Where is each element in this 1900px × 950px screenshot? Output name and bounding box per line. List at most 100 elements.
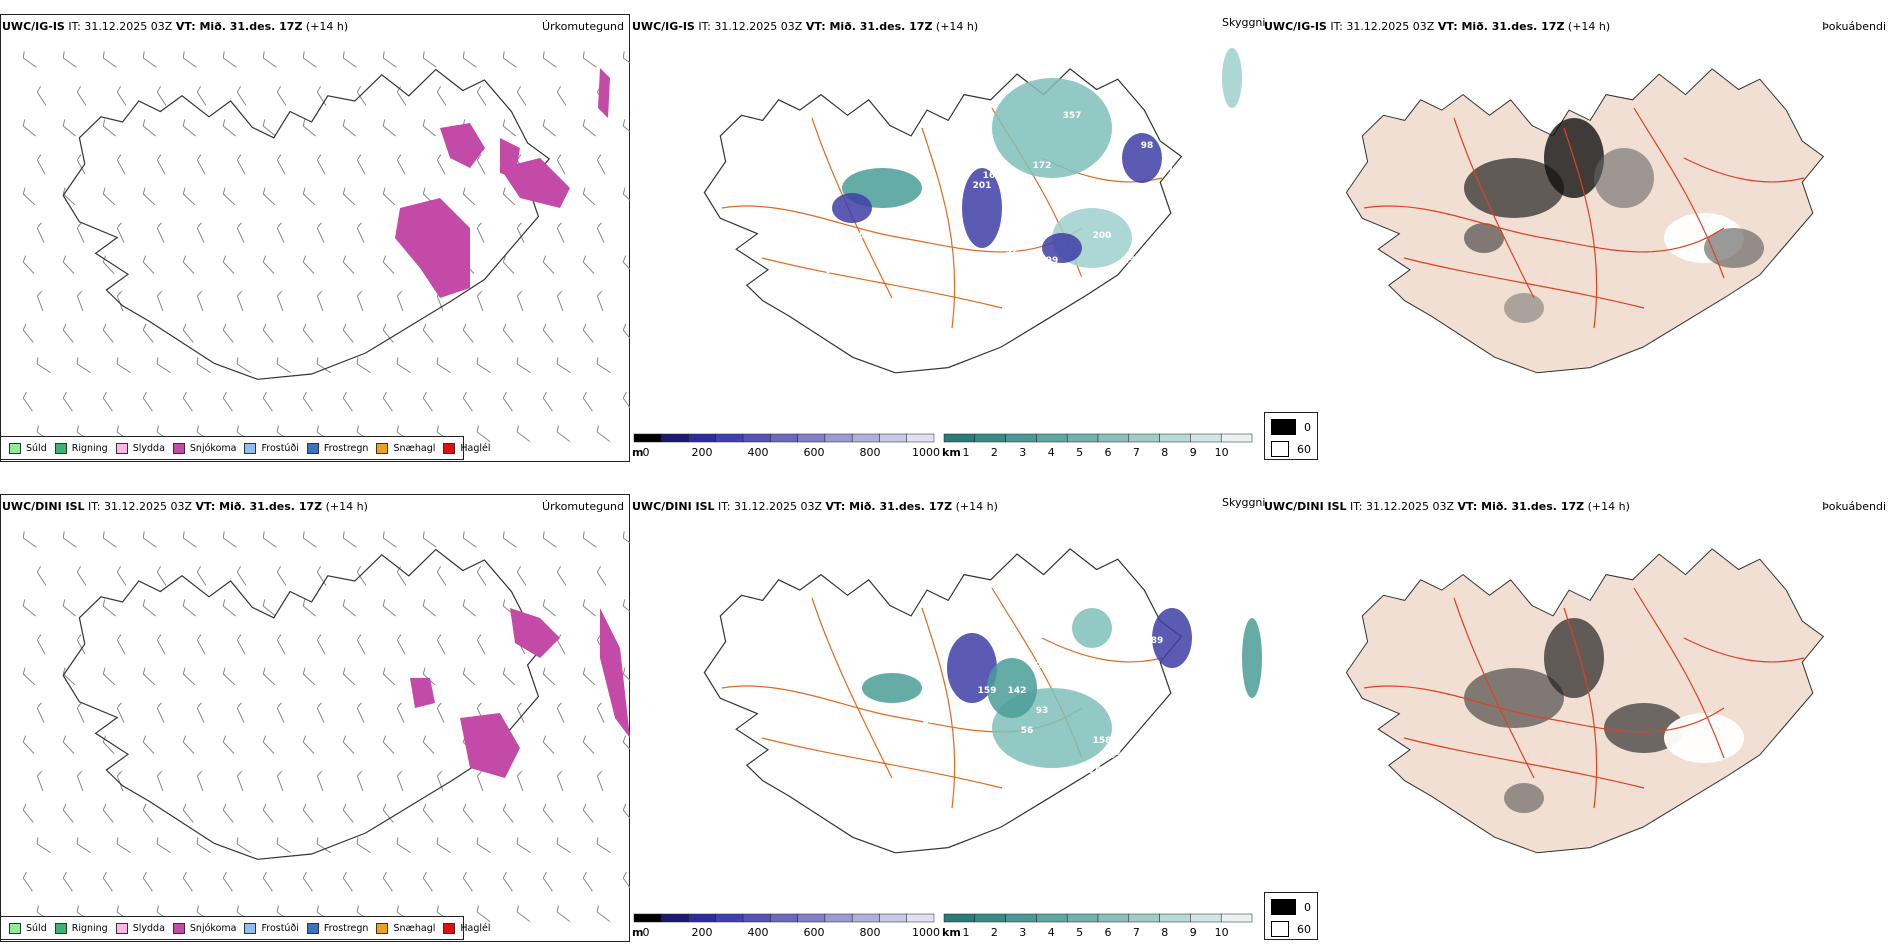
wind-barb-icon: [22, 871, 33, 892]
wind-barb-icon: [436, 565, 447, 586]
wind-barb-icon: [142, 323, 154, 343]
scale-swatch: [1036, 913, 1068, 923]
legend-item: Súld: [9, 922, 47, 934]
cloud-base-label: 92: [826, 266, 839, 276]
wind-barb-icon: [436, 357, 451, 374]
wind-barb-icon: [102, 323, 114, 343]
land-fill: [1345, 548, 1825, 854]
wind-barb-icon: [62, 51, 77, 68]
legend-item: Snjókoma: [172, 442, 236, 454]
wind-barb-icon: [222, 187, 236, 206]
wind-barb-icon: [342, 531, 357, 548]
snow-area: [460, 713, 520, 778]
wind-barb-icon: [342, 255, 355, 275]
panel-title: UWC/DINI ISL IT: 31.12.2025 03Z VT: Mið.…: [1264, 500, 1630, 513]
scale-swatch: [974, 433, 1006, 443]
scale-swatch: [906, 433, 935, 443]
legend-swatch: [443, 922, 456, 934]
wind-barb-icon: [76, 85, 87, 106]
legend-swatch: [54, 922, 67, 934]
wind-barb-icon: [342, 599, 356, 617]
wind-barb-icon: [302, 599, 316, 617]
legend-label: Slydda: [132, 922, 165, 934]
scale-swatch: [1159, 913, 1191, 923]
scale-swatch: [1128, 433, 1160, 443]
wind-barb-icon: [156, 770, 164, 792]
scale-tick-label: 200: [692, 446, 713, 459]
cloud-areas: [832, 48, 1242, 268]
wind-barb-icon: [582, 803, 594, 823]
wind-barb-icon: [396, 837, 411, 854]
legend-label: Frostúði: [261, 922, 299, 934]
wind-barb-icon: [76, 154, 86, 175]
legend-label: Snæhagl: [393, 922, 436, 934]
wind-barb-icon: [196, 702, 205, 723]
wind-barb-icon: [342, 187, 356, 206]
scale-tick-label: 3: [1019, 446, 1026, 459]
wind-barb-icon: [596, 357, 611, 374]
wind-barb-icon: [516, 85, 527, 106]
wind-barb-icon: [382, 391, 393, 412]
wind-barb-icon: [356, 565, 367, 586]
wind-barb-icon: [102, 871, 113, 892]
wind-barb-icon: [542, 119, 556, 137]
scale-swatch: [715, 913, 744, 923]
wind-barb-icon: [596, 154, 606, 175]
wind-barb-icon: [476, 290, 484, 312]
wind-barb-icon: [596, 837, 611, 854]
wind-barb-icon: [622, 51, 630, 68]
wind-barb-icon: [116, 634, 126, 655]
wind-barb-icon: [156, 565, 167, 586]
wind-barb-icon: [182, 391, 193, 412]
road-line: [1683, 637, 1805, 663]
scale-swatch: [974, 913, 1006, 923]
precip-legend: Súld Rigning Slydda Snjókoma Frostúði Frostre…: [0, 436, 491, 460]
wind-barb-icon: [596, 222, 605, 243]
product-label: Þokuábendi: [1822, 20, 1886, 33]
scale-tick-label: 1000: [912, 446, 940, 459]
wind-barb-icon: [476, 154, 486, 175]
scale-swatch: [661, 913, 689, 923]
fog-area: [1604, 703, 1684, 753]
wind-barb-icon: [236, 565, 247, 586]
wind-barb-icon: [276, 357, 291, 374]
wind-barb-icon: [156, 290, 164, 312]
wind-barb-icon: [396, 154, 406, 175]
wind-barb-icon: [262, 531, 277, 548]
wind-barb-icon: [476, 837, 491, 854]
wind-barb-icon: [622, 119, 630, 137]
scale-tick-label: 4: [1048, 446, 1055, 459]
scale-tick-label: 0: [643, 446, 650, 459]
legend-item: Súld: [9, 442, 47, 454]
fog-panel-top: UWC/IG-IS IT: 31.12.2025 03Z VT: Mið. 31…: [1264, 14, 1900, 462]
wind-barb-icon: [62, 391, 73, 412]
wind-barb-icon: [462, 323, 474, 343]
wind-barb-icon: [462, 667, 476, 686]
wind-barb-icon: [556, 905, 571, 923]
legend-swatch: [306, 922, 319, 934]
road-line: [1403, 737, 1645, 789]
snow-areas: [410, 608, 630, 778]
scale-swatch: [797, 433, 826, 443]
wind-barb-icon: [76, 565, 87, 586]
wind-barb-icon: [342, 735, 355, 755]
wind-barb-icon: [422, 599, 436, 617]
fog-area: [1664, 713, 1744, 763]
wind-barb-icon: [382, 599, 396, 617]
legend-swatch: [172, 922, 185, 934]
wind-barb-icon: [22, 119, 36, 137]
wind-barb-icon: [516, 702, 525, 723]
wind-barb-icon: [236, 634, 246, 655]
wind-barb-icon: [196, 357, 211, 374]
cloud-base-label: 142: [1008, 686, 1027, 696]
wind-barb-icon: [222, 391, 233, 412]
scale-tick-label: 10: [1215, 926, 1229, 939]
wind-barb-icon: [76, 837, 91, 854]
cloud-base-label: 121: [953, 151, 972, 161]
wind-barb-icon: [382, 667, 396, 686]
legend-label: Frostregn: [323, 922, 369, 934]
cloud-panel-bottom: UWC/DINI ISL IT: 31.12.2025 03Z VT: Mið.…: [632, 494, 1265, 942]
product-label: Úrkomutegund: [542, 500, 624, 513]
legend-label: Snæhagl: [393, 442, 436, 454]
